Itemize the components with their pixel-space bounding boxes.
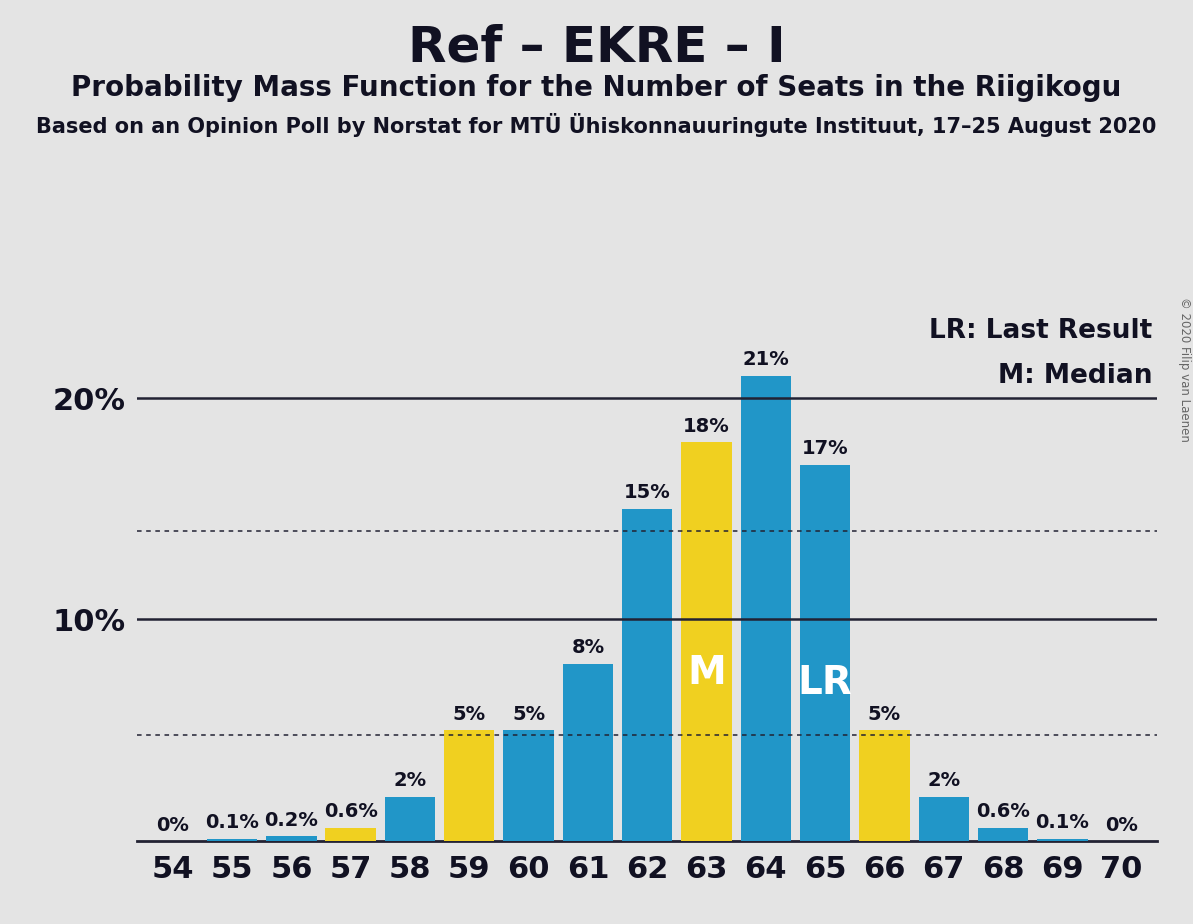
- Text: 21%: 21%: [742, 350, 790, 370]
- Bar: [206, 839, 258, 841]
- Bar: [503, 730, 554, 841]
- Bar: [978, 828, 1028, 841]
- Bar: [563, 663, 613, 841]
- Text: Ref – EKRE – I: Ref – EKRE – I: [408, 23, 785, 71]
- Text: 5%: 5%: [512, 704, 545, 723]
- Bar: [266, 836, 316, 841]
- Text: 0.6%: 0.6%: [323, 802, 378, 821]
- Text: 8%: 8%: [571, 638, 605, 657]
- Bar: [741, 376, 791, 841]
- Text: M: Median: M: Median: [997, 363, 1152, 389]
- Text: 5%: 5%: [452, 704, 486, 723]
- Text: M: M: [687, 654, 725, 692]
- Text: 0.1%: 0.1%: [205, 813, 259, 832]
- Bar: [919, 796, 969, 841]
- Bar: [801, 465, 851, 841]
- Text: 0.6%: 0.6%: [976, 802, 1030, 821]
- Text: 0%: 0%: [156, 816, 190, 835]
- Bar: [1037, 839, 1088, 841]
- Text: LR: LR: [798, 663, 853, 702]
- Text: 2%: 2%: [394, 771, 427, 790]
- Bar: [681, 443, 731, 841]
- Text: LR: Last Result: LR: Last Result: [929, 318, 1152, 344]
- Bar: [444, 730, 494, 841]
- Text: 0.1%: 0.1%: [1036, 813, 1089, 832]
- Bar: [326, 828, 376, 841]
- Text: 17%: 17%: [802, 439, 848, 458]
- Text: 0%: 0%: [1105, 816, 1138, 835]
- Text: Probability Mass Function for the Number of Seats in the Riigikogu: Probability Mass Function for the Number…: [72, 74, 1121, 102]
- Text: © 2020 Filip van Laenen: © 2020 Filip van Laenen: [1179, 298, 1191, 442]
- Text: 18%: 18%: [684, 417, 730, 436]
- Bar: [385, 796, 435, 841]
- Text: Based on an Opinion Poll by Norstat for MTÜ Ühiskonnauuringute Instituut, 17–25 : Based on an Opinion Poll by Norstat for …: [36, 113, 1157, 137]
- Text: 0.2%: 0.2%: [265, 810, 319, 830]
- Text: 15%: 15%: [624, 483, 670, 502]
- Bar: [859, 730, 909, 841]
- Text: 2%: 2%: [927, 771, 960, 790]
- Text: 5%: 5%: [867, 704, 901, 723]
- Bar: [622, 509, 673, 841]
